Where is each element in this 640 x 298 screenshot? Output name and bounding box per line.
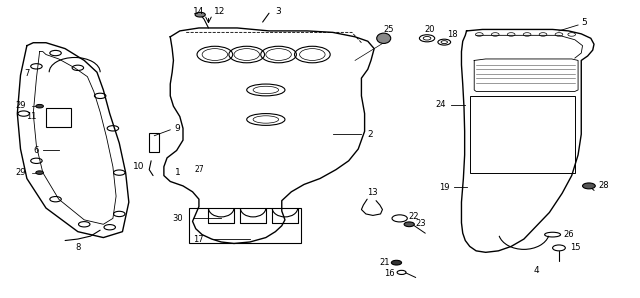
Text: 27: 27 (195, 165, 204, 174)
Text: 20: 20 (424, 25, 435, 34)
Text: 17: 17 (193, 235, 204, 243)
Text: 22: 22 (408, 212, 419, 221)
Text: 13: 13 (367, 188, 378, 197)
Text: 8: 8 (75, 243, 81, 252)
Text: 29: 29 (15, 168, 26, 177)
Text: 3: 3 (276, 7, 282, 16)
Text: 16: 16 (385, 269, 395, 278)
Bar (189, 208, 301, 243)
Text: 9: 9 (175, 125, 180, 134)
Text: 11: 11 (26, 112, 36, 121)
Text: 7: 7 (24, 69, 29, 78)
Text: 1: 1 (175, 168, 180, 177)
Text: 2: 2 (368, 130, 373, 139)
Text: 14: 14 (193, 7, 205, 16)
Bar (470, 96, 575, 173)
Text: 26: 26 (563, 230, 574, 239)
Text: 28: 28 (598, 181, 609, 190)
Circle shape (36, 171, 44, 174)
Text: 21: 21 (380, 258, 390, 267)
Text: 4: 4 (534, 266, 540, 275)
Circle shape (36, 104, 44, 108)
Text: 19: 19 (439, 183, 449, 192)
Text: 15: 15 (570, 243, 580, 252)
Text: 5: 5 (582, 18, 588, 27)
Circle shape (392, 260, 401, 265)
Circle shape (195, 12, 205, 17)
Circle shape (404, 222, 414, 227)
Ellipse shape (377, 33, 391, 44)
Text: 12: 12 (214, 7, 225, 16)
Text: 24: 24 (436, 100, 446, 109)
Text: 25: 25 (383, 25, 394, 34)
Text: 23: 23 (415, 219, 426, 228)
Text: 10: 10 (133, 162, 145, 171)
Bar (46, 108, 72, 127)
Text: 30: 30 (172, 214, 183, 223)
Text: 29: 29 (15, 101, 26, 110)
Text: 6: 6 (34, 146, 39, 155)
Bar (149, 133, 159, 152)
Text: 18: 18 (447, 30, 458, 39)
Circle shape (582, 183, 595, 189)
